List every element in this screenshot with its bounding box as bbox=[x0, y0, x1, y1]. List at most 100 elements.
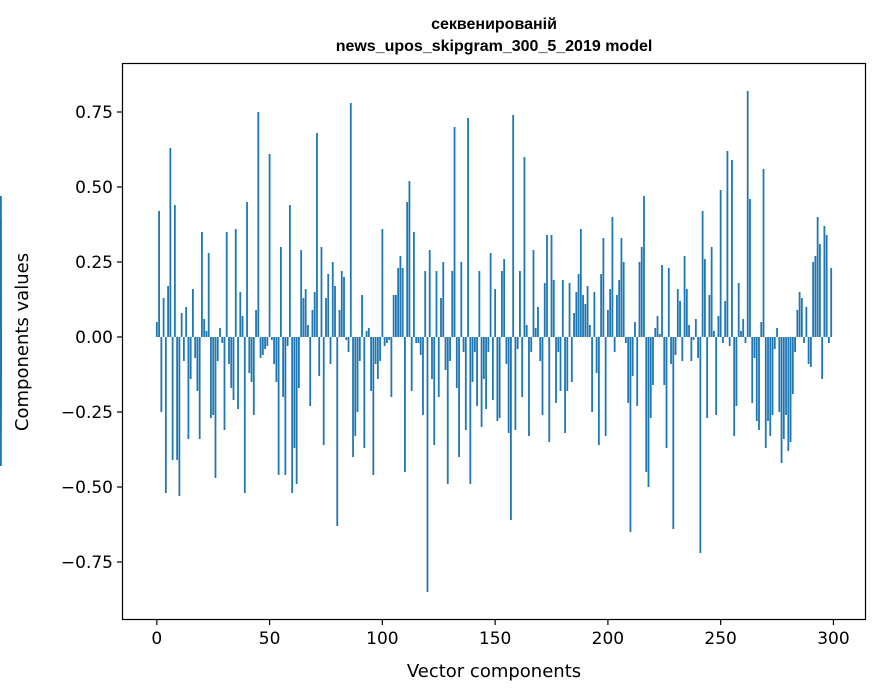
bar bbox=[347, 337, 350, 352]
bar bbox=[514, 337, 517, 430]
bar bbox=[715, 337, 718, 415]
bar bbox=[307, 325, 309, 337]
bar bbox=[512, 115, 515, 337]
bar bbox=[737, 283, 740, 337]
bar bbox=[264, 337, 266, 349]
bar bbox=[444, 337, 447, 370]
bar bbox=[284, 337, 287, 475]
bar bbox=[670, 337, 672, 364]
bar bbox=[787, 337, 790, 451]
bar bbox=[814, 256, 817, 337]
bar bbox=[331, 262, 334, 337]
bar bbox=[408, 181, 411, 337]
bar bbox=[381, 229, 384, 337]
bar bbox=[728, 337, 731, 346]
bar bbox=[568, 283, 571, 337]
bar bbox=[575, 292, 578, 337]
bar bbox=[390, 337, 393, 397]
y-axis-ticks: −0.75 −0.50 −0.25 0.00 0.25 0.50 0.75 bbox=[61, 103, 123, 573]
bar bbox=[600, 274, 603, 337]
bar bbox=[561, 280, 564, 337]
bar bbox=[298, 337, 300, 388]
bar bbox=[279, 247, 282, 337]
x-axis-ticks: 0 50 100 150 200 250 300 bbox=[151, 619, 850, 649]
y-tick-label: −0.50 bbox=[61, 478, 113, 498]
bar bbox=[812, 262, 815, 337]
bar bbox=[546, 235, 548, 337]
bar bbox=[192, 289, 194, 337]
bar bbox=[631, 337, 634, 376]
bar bbox=[537, 307, 539, 337]
bar bbox=[282, 337, 285, 397]
bar bbox=[724, 301, 727, 337]
bar bbox=[428, 250, 431, 337]
bar bbox=[625, 337, 627, 343]
bar bbox=[304, 289, 307, 337]
bar bbox=[818, 244, 821, 337]
bar bbox=[665, 337, 668, 448]
bar bbox=[318, 337, 321, 376]
bar bbox=[803, 337, 805, 343]
bar bbox=[164, 337, 167, 493]
bar bbox=[555, 337, 557, 403]
bar bbox=[712, 331, 715, 337]
bar bbox=[325, 298, 327, 337]
bar bbox=[422, 337, 424, 415]
x-tick-label: 100 bbox=[366, 629, 398, 649]
bar bbox=[446, 337, 449, 484]
bar bbox=[189, 337, 192, 379]
bar bbox=[404, 337, 406, 472]
bar bbox=[160, 337, 163, 412]
bar bbox=[746, 91, 749, 337]
bar bbox=[618, 280, 621, 337]
bar bbox=[201, 232, 203, 337]
bar bbox=[385, 337, 388, 343]
bar bbox=[216, 337, 219, 361]
bar bbox=[270, 337, 273, 340]
bar bbox=[250, 337, 253, 382]
bar bbox=[419, 337, 422, 355]
bar bbox=[760, 322, 763, 337]
bar bbox=[268, 154, 271, 337]
bar bbox=[372, 337, 375, 475]
bar bbox=[334, 286, 336, 337]
bar bbox=[410, 337, 413, 391]
bar bbox=[521, 337, 524, 397]
bar bbox=[647, 337, 650, 487]
bar bbox=[196, 337, 199, 391]
y-tick-label: 0.50 bbox=[75, 178, 113, 198]
y-tick-label: 0.00 bbox=[75, 328, 113, 348]
bar bbox=[397, 268, 400, 337]
bar bbox=[749, 199, 751, 337]
bar bbox=[611, 217, 614, 337]
bar bbox=[358, 337, 361, 361]
bar bbox=[320, 247, 323, 337]
bar bbox=[731, 160, 733, 337]
bar bbox=[489, 253, 492, 337]
bar bbox=[586, 286, 589, 337]
bar bbox=[703, 259, 706, 337]
bar bbox=[778, 337, 781, 412]
bar bbox=[634, 322, 636, 337]
bar bbox=[629, 337, 632, 532]
bar bbox=[471, 337, 474, 382]
bar bbox=[336, 337, 339, 526]
bar bbox=[302, 298, 305, 337]
bar bbox=[516, 337, 519, 349]
bar bbox=[534, 328, 537, 337]
bar bbox=[496, 337, 499, 421]
bar bbox=[548, 337, 551, 442]
bar bbox=[458, 337, 460, 457]
bar bbox=[431, 337, 433, 379]
bar-series bbox=[0, 91, 833, 592]
bar bbox=[764, 337, 767, 448]
bar bbox=[392, 295, 395, 337]
bar bbox=[356, 337, 359, 412]
bar bbox=[176, 337, 179, 460]
bar bbox=[180, 313, 183, 337]
bar bbox=[275, 337, 278, 382]
bar bbox=[257, 112, 260, 337]
bar bbox=[311, 310, 314, 337]
bar bbox=[525, 325, 528, 337]
bar bbox=[417, 337, 420, 343]
